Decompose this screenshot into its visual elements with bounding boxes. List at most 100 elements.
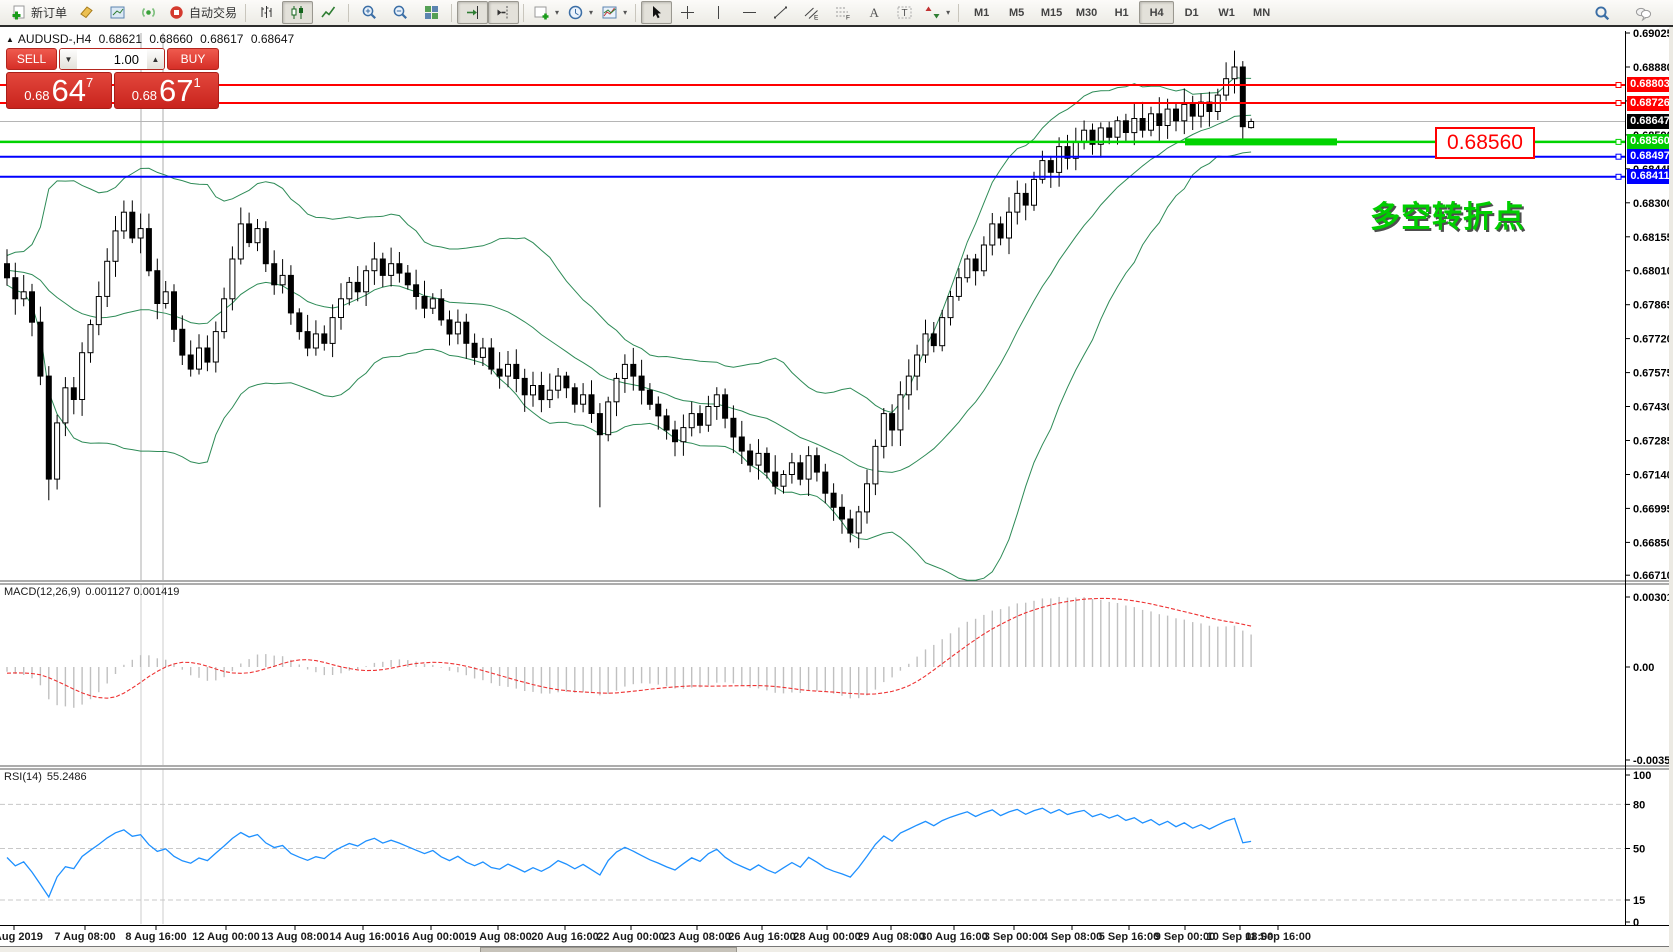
timeframe-button-w1[interactable]: W1 (1218, 6, 1235, 19)
toolbar-separator (245, 3, 247, 22)
macd-name: MACD(12,26,9) (4, 586, 81, 598)
timeframe-button-m5[interactable]: M5 (1008, 6, 1025, 19)
vline-icon (718, 6, 720, 19)
auto-scroll-button[interactable] (457, 1, 489, 24)
chat-button[interactable] (1628, 2, 1659, 25)
toolbar-separator (635, 3, 637, 22)
text-label-button[interactable]: T (889, 1, 920, 24)
horizontal-scrollbar[interactable] (0, 946, 1673, 952)
metaeditor-button[interactable] (71, 1, 102, 24)
zoom-out-icon (393, 5, 408, 19)
svg-text:0.66850: 0.66850 (1633, 537, 1673, 549)
chat-icon (1635, 7, 1652, 22)
buy-price-big: 67 (159, 72, 194, 108)
svg-text:0.69025: 0.69025 (1633, 28, 1673, 40)
text-button[interactable]: A (858, 1, 889, 24)
channel-icon: E (804, 7, 819, 21)
svg-text:0.00: 0.00 (1633, 662, 1654, 674)
buy-price-button[interactable]: 0.68 67 1 (113, 72, 219, 109)
symbol-period-label: AUDUSD-,H4 (17, 32, 92, 46)
svg-text:-0.003506: -0.003506 (1633, 755, 1673, 767)
svg-text:0.68445: 0.68445 (1633, 164, 1673, 176)
trendline-button[interactable] (765, 1, 796, 24)
templates-button[interactable]: ▾ (597, 1, 631, 24)
chart-window-icon (110, 6, 125, 19)
crosshair-button[interactable] (672, 1, 703, 24)
rsi-value: 55.2486 (46, 771, 87, 783)
sell-button[interactable]: SELL (6, 48, 57, 70)
bar-chart-icon (261, 6, 272, 18)
auto-scroll-icon (467, 6, 479, 19)
chart-shift-icon (497, 6, 508, 19)
scrollbar-thumb[interactable] (480, 947, 737, 952)
line-chart-button[interactable] (313, 1, 344, 24)
arrows-button[interactable]: ▾ (920, 1, 954, 24)
toolbar-separator (348, 3, 350, 22)
chevron-down-icon[interactable]: ▾ (946, 8, 951, 17)
zoom-in-button[interactable] (354, 1, 385, 24)
search-button[interactable] (1587, 2, 1618, 25)
zoom-out-button[interactable] (385, 1, 416, 24)
hline-icon (743, 12, 757, 13)
new-order-button[interactable]: 新订单 (6, 1, 71, 24)
turning-point-annotation[interactable]: 多空转折点 (1370, 201, 1525, 234)
rsi-indicator-label: RSI(14) 55.2486 (4, 771, 92, 783)
time-axis-label: 7 Aug 08:00 (54, 931, 116, 943)
svg-text:T: T (902, 8, 908, 19)
timeframe-button-m1[interactable]: M1 (973, 6, 990, 19)
svg-text:50: 50 (1633, 844, 1645, 856)
price-chart-canvas[interactable]: 0.690250.688800.687350.685900.684450.683… (0, 27, 1673, 952)
svg-text:0.68735: 0.68735 (1633, 96, 1673, 108)
chevron-down-icon[interactable]: ▾ (589, 8, 594, 17)
chart-shift-button[interactable] (488, 1, 520, 24)
candlestick-icon (291, 6, 304, 19)
chart-window[interactable]: 0.69025 0.68880 0.68735 0.68590 0.68445 0.683… (0, 27, 1673, 952)
volume-input[interactable]: 1.00 (77, 49, 147, 69)
volume-increase-button[interactable]: ▲ (147, 49, 164, 69)
timeframe-button-h4[interactable]: H4 (1139, 1, 1175, 24)
chevron-down-icon[interactable]: ▾ (555, 8, 560, 17)
fibonacci-button[interactable]: F (827, 1, 858, 24)
equidistant-channel-button[interactable]: E (796, 1, 827, 24)
price-annotation-box[interactable]: 0.68560 (1435, 127, 1535, 159)
rsi-name: RSI(14) (4, 771, 42, 783)
tile-windows-button[interactable] (416, 1, 447, 24)
svg-text:0.003015: 0.003015 (1633, 592, 1673, 604)
time-axis-label: 10 Sep 08:00 (1206, 931, 1274, 943)
horizontal-line-button[interactable] (734, 1, 765, 24)
collapse-triangle-icon[interactable]: ▲ (6, 35, 14, 44)
periods-button[interactable]: ▾ (563, 1, 597, 24)
autotrade-button[interactable]: 自动交易 (164, 1, 241, 24)
toolbar-separator (958, 3, 960, 22)
time-axis-label: 23 Aug 08:00 (663, 931, 731, 943)
buy-button[interactable]: BUY (167, 48, 219, 70)
toolbar-separator (451, 3, 453, 22)
vertical-line-button[interactable] (703, 1, 734, 24)
line-chart-icon (321, 6, 336, 18)
timeframe-button-mn[interactable]: MN (1253, 6, 1271, 19)
svg-text:F: F (846, 15, 850, 22)
svg-text:0.66710: 0.66710 (1633, 570, 1673, 582)
new-chart-button[interactable] (102, 1, 133, 24)
fibo-icon: F (836, 7, 850, 22)
low-value: 0.68617 (200, 32, 244, 46)
time-axis-label: 6 Aug 2019 (0, 931, 43, 943)
cursor-button[interactable] (641, 1, 673, 24)
svg-text:80: 80 (1633, 799, 1645, 811)
signals-button[interactable] (133, 1, 164, 24)
indicators-button[interactable]: ▾ (529, 1, 563, 24)
candlestick-button[interactable] (282, 1, 314, 24)
arrows-icon (925, 6, 940, 19)
sell-price-button[interactable]: 0.68 64 7 (6, 72, 112, 109)
svg-text:0.67865: 0.67865 (1633, 300, 1673, 312)
volume-decrease-button[interactable]: ▼ (60, 49, 77, 69)
timeframe-button-d1[interactable]: D1 (1184, 6, 1199, 19)
timeframe-button-m15[interactable]: M15 (1040, 6, 1063, 19)
bar-chart-button[interactable] (251, 1, 282, 24)
timeframe-button-m30[interactable]: M30 (1075, 6, 1098, 19)
time-axis-label: 20 Aug 16:00 (531, 931, 599, 943)
autotrade-icon (170, 6, 183, 19)
timeframe-button-h1[interactable]: H1 (1114, 6, 1129, 19)
chevron-down-icon[interactable]: ▾ (623, 8, 628, 17)
svg-text:0.67285: 0.67285 (1633, 436, 1673, 448)
